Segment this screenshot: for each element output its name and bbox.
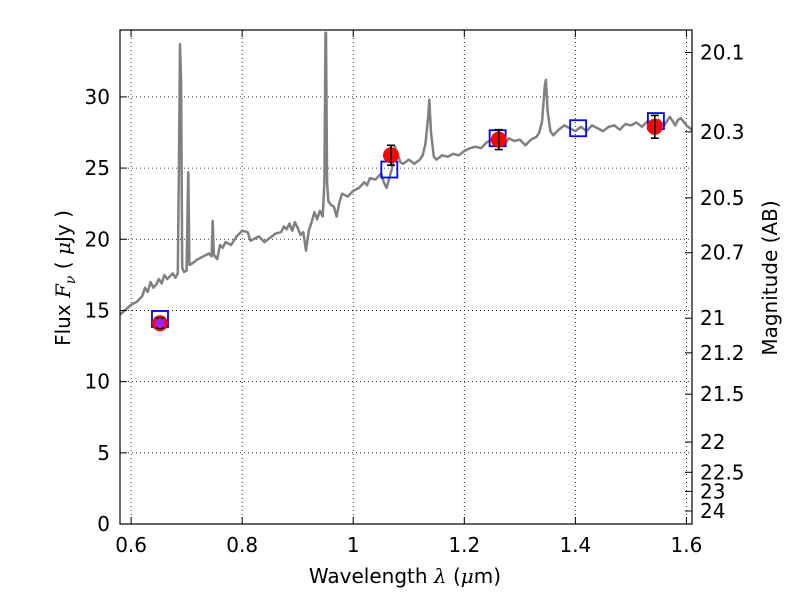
y-tick-label: 15 [85,298,110,322]
y2-axis-label: Magnitude (AB) [758,200,782,355]
model-square-marker [569,119,588,138]
x-tick-label: 1.4 [559,533,591,557]
x-tick-label: 0.8 [226,533,258,557]
y2-tick-label: 21 [700,306,725,330]
plot-frame [119,29,693,525]
y2-tick-label: 23 [700,479,725,503]
y2-tick-label: 22 [700,430,725,454]
highlight-point [154,318,165,329]
y2-tick-label: 22.5 [700,460,745,484]
plot-series [120,31,692,332]
axis-ticks: 0.6 0.8 1 1.2 1.4 1.6 0 5 10 15 20 25 30 20.1 20.3 20.5… [85,30,745,557]
spectrum-line [120,31,692,316]
x-tick-label: 0.6 [115,533,147,557]
y2-tick-label: 20.5 [700,186,745,210]
y2-tick-label: 21.2 [700,341,745,365]
x-tick-label: 1 [347,533,360,557]
y2-tick-label: 21.5 [700,382,745,406]
y2-tick-label: 20.1 [700,41,745,65]
y-tick-label: 25 [85,156,110,180]
y-tick-label: 5 [97,441,110,465]
x-tick-label: 1.6 [671,533,703,557]
y2-tick-label: 20.3 [700,120,745,144]
y-tick-label: 10 [85,370,110,394]
y-axis-label: Flux Fν ( μJy ) [51,210,79,346]
x-axis-label: Wavelength λ (μm) [309,564,501,588]
x-tick-label: 1.2 [448,533,480,557]
y-tick-label: 30 [85,85,110,109]
y2-tick-label: 20.7 [700,241,745,265]
y-tick-label: 0 [97,512,110,536]
y2-tick-label: 24 [700,499,725,523]
y-tick-label: 20 [85,227,110,251]
